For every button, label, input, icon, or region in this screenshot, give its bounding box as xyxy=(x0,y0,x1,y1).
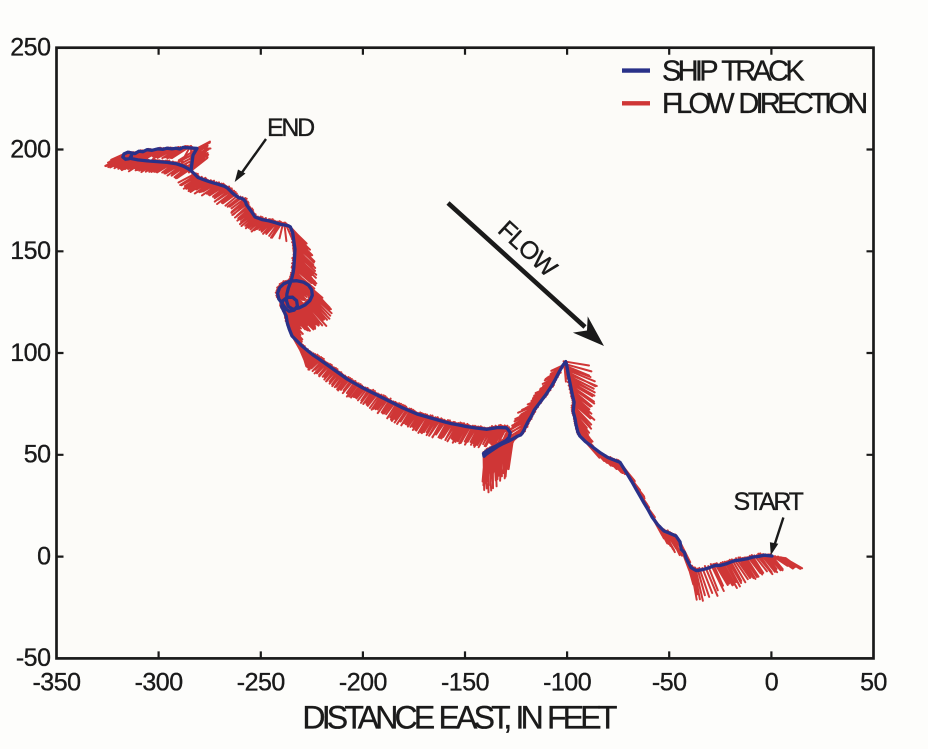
svg-text:-50: -50 xyxy=(16,644,51,672)
svg-text:50: 50 xyxy=(24,441,51,469)
svg-text:-350: -350 xyxy=(32,669,80,697)
svg-text:DISTANCE EAST, IN FEET: DISTANCE EAST, IN FEET xyxy=(302,699,616,735)
svg-text:SHIP TRACK: SHIP TRACK xyxy=(662,56,805,88)
svg-text:END: END xyxy=(267,114,314,142)
svg-text:-100: -100 xyxy=(543,669,591,697)
svg-text:FLOW DIRECTION: FLOW DIRECTION xyxy=(662,88,866,120)
svg-text:-150: -150 xyxy=(441,669,489,697)
svg-text:250: 250 xyxy=(10,34,50,62)
svg-text:150: 150 xyxy=(10,237,50,265)
svg-text:100: 100 xyxy=(10,339,50,367)
svg-text:-300: -300 xyxy=(135,669,183,697)
svg-text:-50: -50 xyxy=(652,669,687,697)
svg-text:0: 0 xyxy=(37,542,50,570)
svg-text:200: 200 xyxy=(10,135,50,163)
svg-text:-250: -250 xyxy=(237,669,285,697)
svg-text:-200: -200 xyxy=(339,669,387,697)
svg-text:0: 0 xyxy=(765,669,778,697)
svg-text:START: START xyxy=(734,488,804,516)
svg-text:50: 50 xyxy=(860,669,887,697)
